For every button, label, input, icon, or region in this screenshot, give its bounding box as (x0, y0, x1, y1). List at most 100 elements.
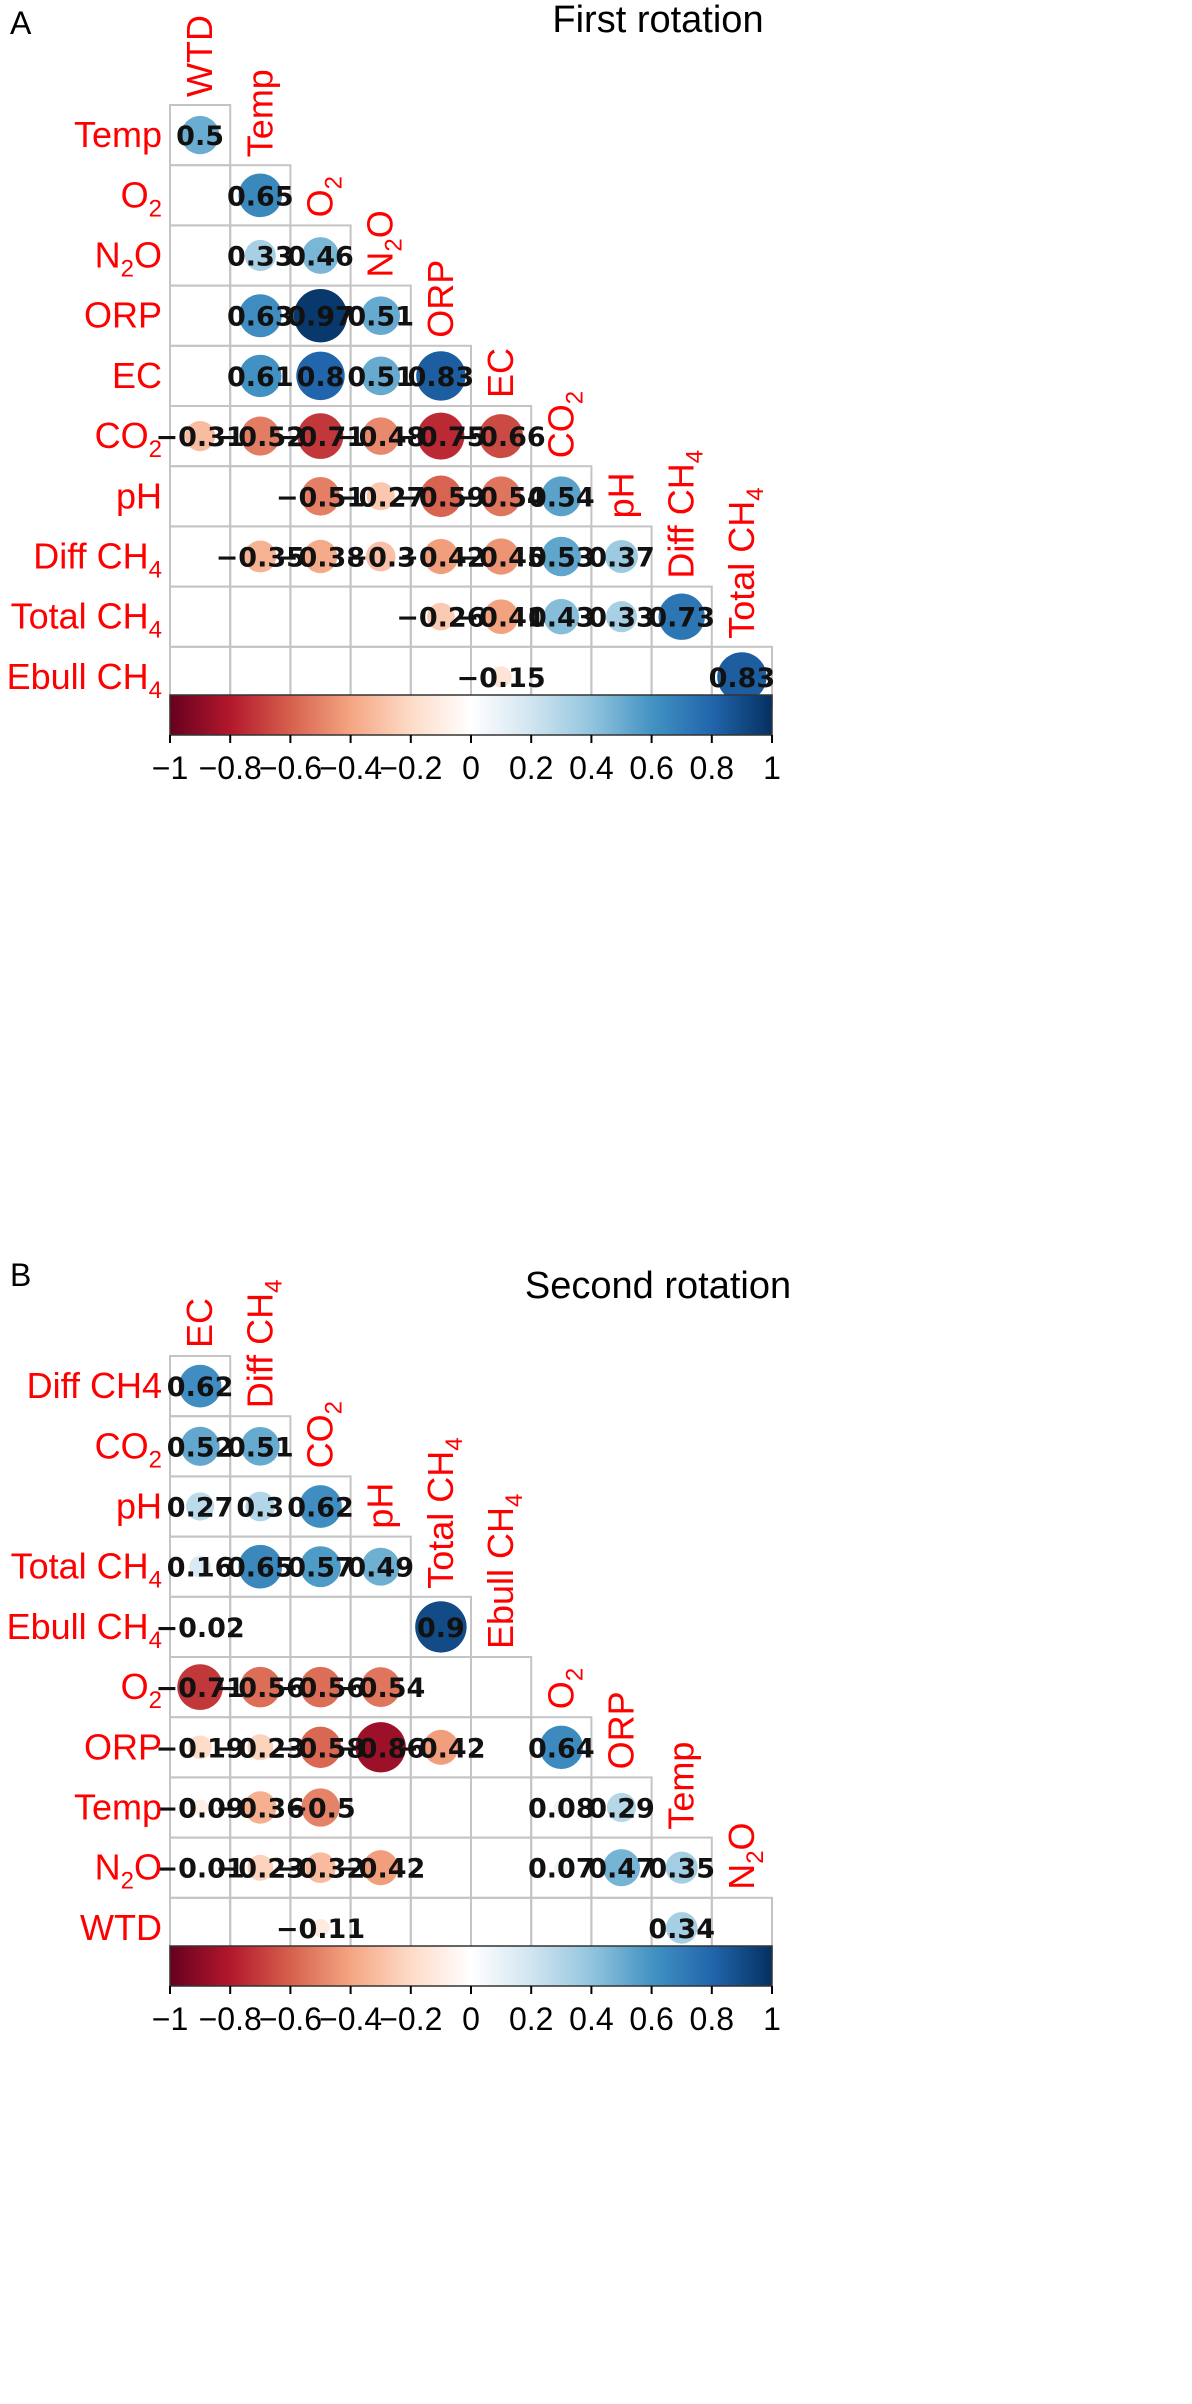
correlation-circle (301, 1788, 340, 1827)
correlation-circle (247, 1734, 274, 1761)
colorbar-gradient (169, 694, 773, 736)
grid-cell (169, 164, 232, 227)
correlation-value: −0.02 (155, 1613, 244, 1644)
column-label: Temp (239, 69, 280, 157)
correlation-value: −0.11 (276, 1914, 365, 1945)
colorbar-tick-label: 0.2 (509, 750, 553, 786)
column-label: O2 (300, 176, 348, 217)
colorbar-tick-label: 1 (763, 2001, 781, 2037)
correlation-value: −0.41 (456, 603, 545, 634)
correlation-value: −0.42 (396, 543, 485, 574)
colorbar-tick-label: −0.4 (319, 2001, 382, 2037)
correlation-circle (197, 1864, 203, 1871)
row-label: Diff CH4 (33, 536, 162, 584)
correlation-circle (361, 356, 401, 396)
correlation-value: 0.51 (347, 362, 414, 393)
correlation-circle (483, 599, 519, 635)
correlation-circle (177, 1664, 223, 1710)
grid-cell (470, 1776, 533, 1839)
correlation-circle (606, 1792, 637, 1823)
correlation-value: −0.19 (155, 1733, 244, 1764)
correlation-circle (244, 540, 277, 573)
grid-cell (169, 224, 232, 287)
correlation-circle (543, 598, 580, 635)
correlation-circle (299, 1726, 342, 1768)
correlation-value: −0.36 (216, 1794, 305, 1825)
panel-b: B Second rotation 0.620.520.510.27 0.3 0.6… (7, 1257, 792, 2037)
correlation-value: 0.47 (588, 1854, 655, 1885)
grid-cell (169, 284, 232, 347)
correlation-circle (240, 1666, 281, 1708)
correlation-value: −0.56 (276, 1673, 365, 1704)
correlation-value: −0.23 (216, 1733, 305, 1764)
panel-a-grid (169, 104, 773, 708)
correlation-circle (300, 1666, 341, 1708)
colorbar-tick-label: 0 (462, 750, 480, 786)
correlation-circle (244, 239, 276, 272)
colorbar-tick-label: −0.4 (319, 750, 382, 786)
correlation-value: −0.01 (155, 1854, 244, 1885)
correlation-value: 0.65 (227, 1553, 294, 1584)
correlation-value: −0.54 (456, 482, 545, 513)
row-label: N2O (95, 235, 162, 283)
correlation-circle (245, 1491, 276, 1522)
correlation-circle (296, 351, 345, 401)
panel-letter-b: B (10, 1257, 31, 1293)
correlation-value: −0.71 (155, 1673, 244, 1704)
correlation-value: 0.51 (347, 302, 414, 333)
correlation-value: 0.35 (648, 1854, 715, 1885)
correlation-value: 0.83 (709, 663, 776, 694)
correlation-value: −0.32 (276, 1854, 365, 1885)
correlation-circle (355, 1722, 406, 1773)
correlation-value: 0.46 (287, 242, 354, 273)
correlation-value: 0.65 (227, 181, 294, 212)
colorbar-tick-label: 0.6 (629, 750, 673, 786)
correlation-circle (420, 475, 462, 518)
correlation-circle (366, 482, 395, 511)
row-label: Total CH4 (11, 596, 162, 644)
column-label: WTD (179, 15, 220, 97)
correlation-circle (191, 1799, 209, 1816)
correlation-value: 0.33 (227, 242, 294, 273)
colorbar-tick-label: −0.8 (199, 750, 262, 786)
correlation-value: −0.56 (216, 1673, 305, 1704)
correlation-circle (482, 538, 520, 575)
correlation-value: 0.97 (287, 302, 354, 333)
correlation-circle (180, 1426, 220, 1466)
row-label: Diff CH4 (27, 1365, 162, 1406)
column-label: Total CH4 (420, 1437, 468, 1588)
column-label: EC (179, 1298, 220, 1348)
correlation-circle (300, 1546, 341, 1588)
panel-a-title: First rotation (552, 0, 763, 41)
correlation-circle (490, 666, 512, 688)
column-label: Diff CH4 (661, 450, 709, 579)
grid-cell (229, 585, 292, 648)
correlation-value: 0.43 (528, 603, 595, 634)
grid-cell (169, 585, 232, 648)
colorbar-tick-label: −0.6 (259, 2001, 322, 2037)
correlation-value: 0.27 (167, 1493, 234, 1524)
grid-cell (470, 1656, 533, 1719)
correlation-circle (247, 1854, 274, 1881)
correlation-value: −0.31 (155, 422, 244, 453)
column-label: CO2 (540, 391, 588, 458)
colorbar-tick-label: 0.8 (690, 750, 734, 786)
row-label: ORP (84, 295, 162, 336)
correlation-circle (423, 538, 459, 575)
correlation-circle (361, 296, 401, 336)
correlation-value: −0.51 (276, 482, 365, 513)
column-label: O2 (540, 1668, 588, 1709)
column-label: N2O (721, 1822, 769, 1889)
correlation-value: 0.63 (227, 302, 294, 333)
correlation-circle (238, 173, 283, 218)
correlation-circle (361, 417, 400, 455)
correlation-circle (423, 1729, 459, 1765)
correlation-value: −0.15 (456, 663, 545, 694)
correlation-circle (239, 354, 282, 398)
column-label: Temp (661, 1742, 702, 1830)
panel-b-row-labels: Diff CH4 CO2 pH Total CH4 Ebull CH4 O2 ORP Temp… (7, 1365, 162, 1948)
correlation-value: 0.52 (167, 1432, 234, 1463)
correlation-value: −0.66 (456, 422, 545, 453)
column-label: Ebull CH4 (480, 1494, 528, 1649)
